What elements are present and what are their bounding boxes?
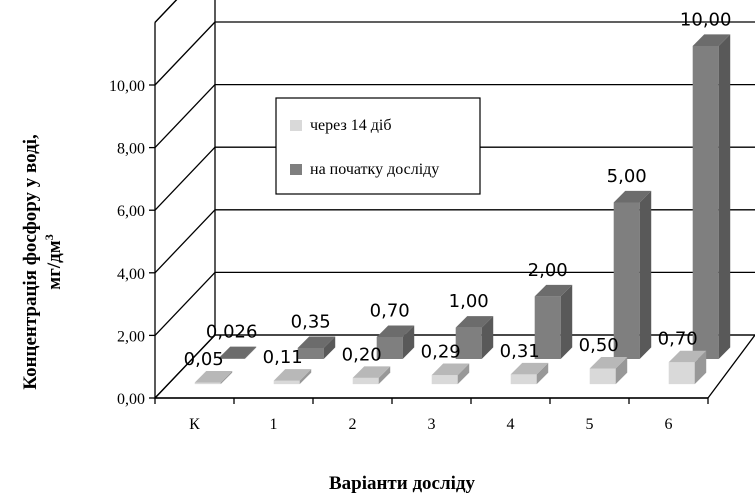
data-label-14-days: 0,50 <box>579 335 619 356</box>
y-axis-ticks: 0,00 2,00 4,00 6,00 8,00 10,00 <box>109 78 155 408</box>
x-tick-label: 6 <box>665 416 673 433</box>
y-tick-label: 0,00 <box>117 391 145 408</box>
x-axis-title: Варіанти досліду <box>329 473 476 494</box>
series-front-bars <box>194 350 707 385</box>
gridline-diagonal <box>154 0 178 23</box>
gridline-diagonal <box>154 209 216 274</box>
data-label-start: 10,00 <box>680 9 732 30</box>
bar-14-days-6 <box>668 350 707 385</box>
chart-floor <box>153 334 755 399</box>
data-label-start: 0,70 <box>370 301 410 322</box>
bar-start-2 <box>376 325 415 359</box>
data-label-14-days: 0,29 <box>421 342 461 363</box>
bar-start-5 <box>613 190 652 359</box>
x-tick-label: 2 <box>349 416 357 433</box>
bar-start-6 <box>692 34 731 359</box>
data-label-start: 5,00 <box>607 166 647 187</box>
legend-label-14-days: через 14 діб <box>310 117 392 134</box>
data-label-start: 0,35 <box>291 311 331 332</box>
y-tick-label: 6,00 <box>117 203 145 220</box>
legend-swatch-14-days <box>290 120 302 131</box>
bar-14-days-4 <box>510 362 549 385</box>
data-label-14-days: 0,31 <box>500 341 540 362</box>
x-tick-label: К <box>189 416 200 433</box>
data-label-start: 0,026 <box>206 322 258 343</box>
data-label-14-days: 0,70 <box>658 329 698 350</box>
y-axis-title-line1: Концентрація фосфору у воді, <box>20 134 41 390</box>
y-tick-label: 10,00 <box>109 78 145 95</box>
y-axis-title-line2: мг/дм3 <box>42 234 65 289</box>
x-tick-label: 4 <box>507 416 515 433</box>
bar-14-days-0 <box>194 371 233 385</box>
gridline-diagonal <box>154 84 216 149</box>
y-tick-label: 4,00 <box>117 266 145 283</box>
bar-14-days-5 <box>589 356 628 385</box>
series-back-bars <box>218 34 731 359</box>
bar-14-days-3 <box>431 363 470 385</box>
y-tick-label: 2,00 <box>117 328 145 345</box>
x-tick-label: 5 <box>586 416 594 433</box>
x-tick-label: 3 <box>428 416 436 433</box>
legend-swatch-start <box>290 164 302 175</box>
y-axis-unit-superscript: 3 <box>42 234 56 240</box>
gridline-diagonal <box>154 21 216 86</box>
data-label-14-days: 0,20 <box>342 344 382 365</box>
data-label-14-days: 0,05 <box>184 349 224 370</box>
gridlines <box>154 0 755 399</box>
y-axis-title: Концентрація фосфору у воді, мг/дм3 <box>20 134 65 390</box>
gridline-diagonal <box>154 146 216 211</box>
bar-14-days-2 <box>352 366 391 385</box>
legend-label-start: на початку досліду <box>310 161 439 178</box>
bar-14-days-1 <box>273 369 312 385</box>
y-tick-label: 8,00 <box>117 141 145 158</box>
bar-start-1 <box>297 336 336 359</box>
data-label-start: 2,00 <box>528 260 568 281</box>
legend-box <box>275 97 481 195</box>
gridline-diagonal <box>154 271 216 336</box>
x-axis-ticks: К 1 2 3 4 5 6 <box>154 398 709 433</box>
data-label-start: 1,00 <box>449 291 489 312</box>
data-labels: 0,026 0,35 0,70 1,00 2,00 5,00 10,00 0,05 0,11 0,… <box>184 9 732 370</box>
data-label-14-days: 0,11 <box>263 347 303 368</box>
legend: через 14 діб на початку досліду <box>275 97 481 195</box>
x-tick-label: 1 <box>270 416 278 433</box>
bar-start-0 <box>218 346 257 359</box>
bar-start-4 <box>534 284 573 359</box>
y-axis-unit: мг/дм <box>44 240 65 289</box>
bar-start-3 <box>455 316 494 359</box>
